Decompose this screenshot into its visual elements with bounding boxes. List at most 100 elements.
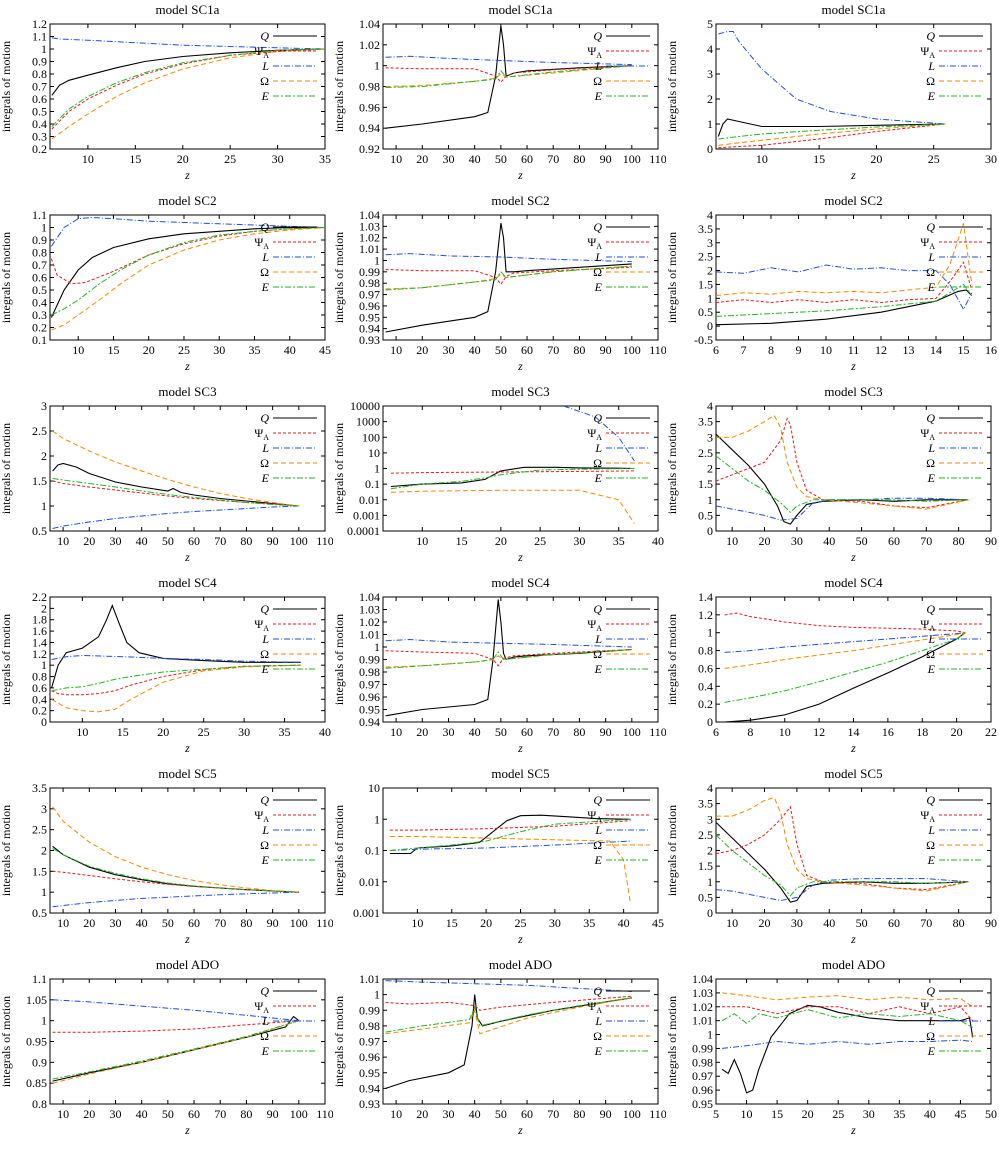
x-tick-label: 110 (649, 725, 666, 739)
legend-label: ΨA (587, 235, 602, 251)
legend-label: Ω (926, 265, 935, 279)
y-tick-label: 1 (41, 885, 47, 899)
chart-title: model SC4 (491, 575, 550, 590)
y-tick-label: 0.4 (698, 679, 713, 693)
chart-panel: model ADO 0.8 0.85 0.9 0.95 1 1.05 1.1 10 20 30 40 5… (0, 955, 333, 1146)
legend-label: E (927, 662, 936, 676)
x-tick-label: 60 (888, 534, 900, 548)
x-tick-label: 35 (248, 343, 260, 357)
y-tick-label: 3.5 (698, 222, 713, 236)
x-tick-label: 20 (177, 152, 189, 166)
y-tick-label: 4 (707, 42, 713, 56)
x-tick-label: 20 (759, 916, 771, 930)
chart-title: model SC3 (158, 384, 216, 399)
x-tick-label: 15 (107, 343, 119, 357)
x-tick-label: 8 (768, 343, 774, 357)
y-tick-label: 2 (707, 92, 713, 106)
x-axis-label: z (517, 1123, 523, 1137)
y-tick-label: 0.4 (32, 296, 47, 310)
series-line-e (716, 455, 969, 513)
x-axis-label: z (517, 359, 523, 373)
legend-label: L (594, 441, 602, 455)
x-tick-label: 40 (136, 534, 148, 548)
y-axis-label: integrals of motion (666, 805, 679, 896)
x-tick-label: 70 (920, 534, 932, 548)
x-tick-label: 6 (713, 725, 719, 739)
y-tick-label: 1 (707, 626, 713, 640)
x-tick-label: 100 (623, 1107, 641, 1121)
legend-label: ΨA (254, 999, 269, 1015)
series-group (50, 216, 325, 331)
series-line-psia (51, 664, 301, 696)
plot-frame (715, 405, 992, 532)
x-tick-label: 20 (416, 1107, 428, 1121)
x-tick-label: 20 (83, 534, 95, 548)
y-tick-label: 1 (707, 493, 713, 507)
y-tick-label: 0.8 (32, 67, 47, 81)
x-tick-label: 90 (985, 916, 997, 930)
x-tick-label: 20 (802, 1107, 814, 1121)
x-tick-label: 20 (143, 343, 155, 357)
x-tick-label: 50 (162, 1107, 174, 1121)
y-tick-label: 2.5 (698, 828, 713, 842)
series-line-q (385, 994, 632, 1089)
y-tick-label: 1.5 (698, 859, 713, 873)
x-axis-label: z (850, 741, 856, 755)
legend-label: Ω (926, 838, 935, 852)
x-tick-label: 10 (76, 725, 88, 739)
y-tick-label: 0.4 (32, 117, 47, 131)
y-tick-label: 3.5 (698, 797, 713, 811)
x-tick-label: 35 (613, 534, 625, 548)
y-tick-label: 1.2 (698, 608, 713, 622)
x-tick-label: 25 (178, 343, 190, 357)
y-tick-label: 100 (362, 430, 380, 444)
y-tick-label: 3 (707, 430, 713, 444)
legend-subscript: A (929, 51, 935, 60)
series-line-omega (385, 65, 632, 87)
plot-frame (382, 978, 659, 1105)
x-tick-label: 50 (162, 916, 174, 930)
series-line-l (52, 505, 299, 529)
series-line-e (716, 283, 973, 317)
y-tick-label: 0.96 (359, 690, 380, 704)
x-tick-label: 80 (953, 534, 965, 548)
x-tick-label: 30 (442, 725, 454, 739)
x-tick-label: 16 (985, 343, 997, 357)
x-tick-label: 90 (267, 534, 279, 548)
x-tick-label: 35 (319, 152, 331, 166)
x-tick-label: 40 (823, 534, 835, 548)
chart-title: model SC2 (824, 193, 882, 208)
y-tick-label: 0.1 (365, 477, 380, 491)
y-tick-label: 0.99 (692, 1041, 713, 1055)
x-tick-label: 50 (495, 1107, 507, 1121)
x-axis-label: z (517, 741, 523, 755)
chart-panel: model SC4 0.94 0.95 0.96 0.97 0.98 0.99 1 1.01 1.… (333, 573, 666, 764)
legend-label: E (927, 1044, 936, 1058)
series-line-omega (51, 664, 301, 713)
y-axis-label: integrals of motion (666, 41, 679, 132)
series-line-q (717, 118, 946, 137)
y-axis-label: integrals of motion (0, 232, 13, 323)
x-tick-label: 30 (442, 343, 454, 357)
x-tick-label: 10 (779, 725, 791, 739)
x-tick-label: 110 (316, 1107, 333, 1121)
legend-subscript: A (263, 1006, 269, 1015)
series-group (385, 26, 632, 129)
y-tick-label: 0.96 (359, 299, 380, 313)
x-tick-label: 110 (649, 343, 666, 357)
x-tick-label: 20 (870, 152, 882, 166)
y-tick-label: 0.95 (359, 703, 380, 717)
series-group (716, 414, 969, 525)
y-tick-label: 0.96 (692, 1083, 713, 1097)
legend-label: L (927, 632, 935, 646)
x-tick-label: 16 (882, 725, 894, 739)
y-tick-label: 1.01 (359, 628, 380, 642)
x-tick-label: 35 (583, 916, 595, 930)
y-tick-label: 2 (707, 844, 713, 858)
legend-label: Q (260, 984, 269, 998)
x-tick-label: 60 (521, 152, 533, 166)
chart-title: model SC5 (824, 766, 882, 781)
y-tick-label: 2.5 (32, 823, 47, 837)
x-tick-label: 20 (83, 1107, 95, 1121)
plot-frame (715, 214, 992, 341)
